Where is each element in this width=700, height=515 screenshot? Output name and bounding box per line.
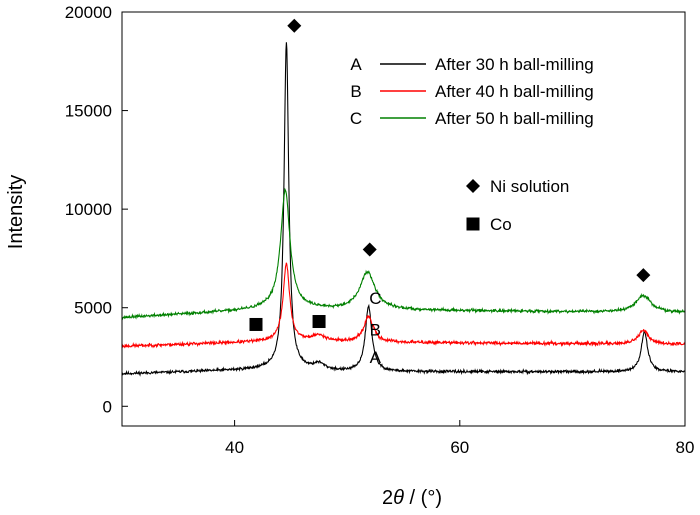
marker-legend-label: Ni solution [490, 177, 569, 196]
y-tick-label: 20000 [65, 3, 112, 22]
legend-entry-B: After 40 h ball-milling [435, 82, 594, 101]
tick-layer [122, 11, 686, 426]
legend-letter-A: A [350, 55, 362, 74]
curves-layer [121, 42, 686, 377]
series-A-line [121, 42, 686, 377]
series-C-line [121, 187, 686, 321]
diamond-peak-marker [362, 242, 377, 257]
diamond-peak-marker [636, 268, 651, 283]
legend-entry-A: After 30 h ball-milling [435, 55, 594, 74]
curve-label-B: B [370, 320, 381, 339]
marker-legend: Ni solution Co [466, 177, 569, 234]
x-tick-label: 60 [450, 438, 469, 457]
x-tick-label: 80 [676, 438, 695, 457]
marker-layer [249, 18, 651, 331]
legend-entry-C: After 50 h ball-milling [435, 109, 594, 128]
legend: A After 30 h ball-milling B After 40 h ball… [350, 55, 594, 128]
square-peak-marker [249, 317, 263, 331]
y-axis-title: Intensity [5, 175, 27, 249]
y-tick-label: 15000 [65, 102, 112, 121]
legend-letter-C: C [350, 109, 362, 128]
curve-label-A: A [370, 348, 382, 367]
y-tick-label: 0 [103, 397, 112, 416]
y-tick-label: 10000 [65, 200, 112, 219]
y-tick-label: 5000 [74, 299, 112, 318]
square-peak-marker [312, 315, 326, 329]
plot-frame [121, 11, 686, 427]
legend-letter-B: B [350, 82, 361, 101]
x-axis-title: 2θ / (°) [382, 487, 442, 509]
x-tick-label: 40 [225, 438, 244, 457]
marker-legend-label: Co [490, 215, 512, 234]
series-B-line [121, 262, 686, 349]
marker-legend-square-icon [466, 217, 480, 231]
marker-legend-diamond-icon [466, 179, 480, 193]
diamond-peak-marker [287, 18, 302, 33]
curve-label-C: C [369, 289, 381, 308]
